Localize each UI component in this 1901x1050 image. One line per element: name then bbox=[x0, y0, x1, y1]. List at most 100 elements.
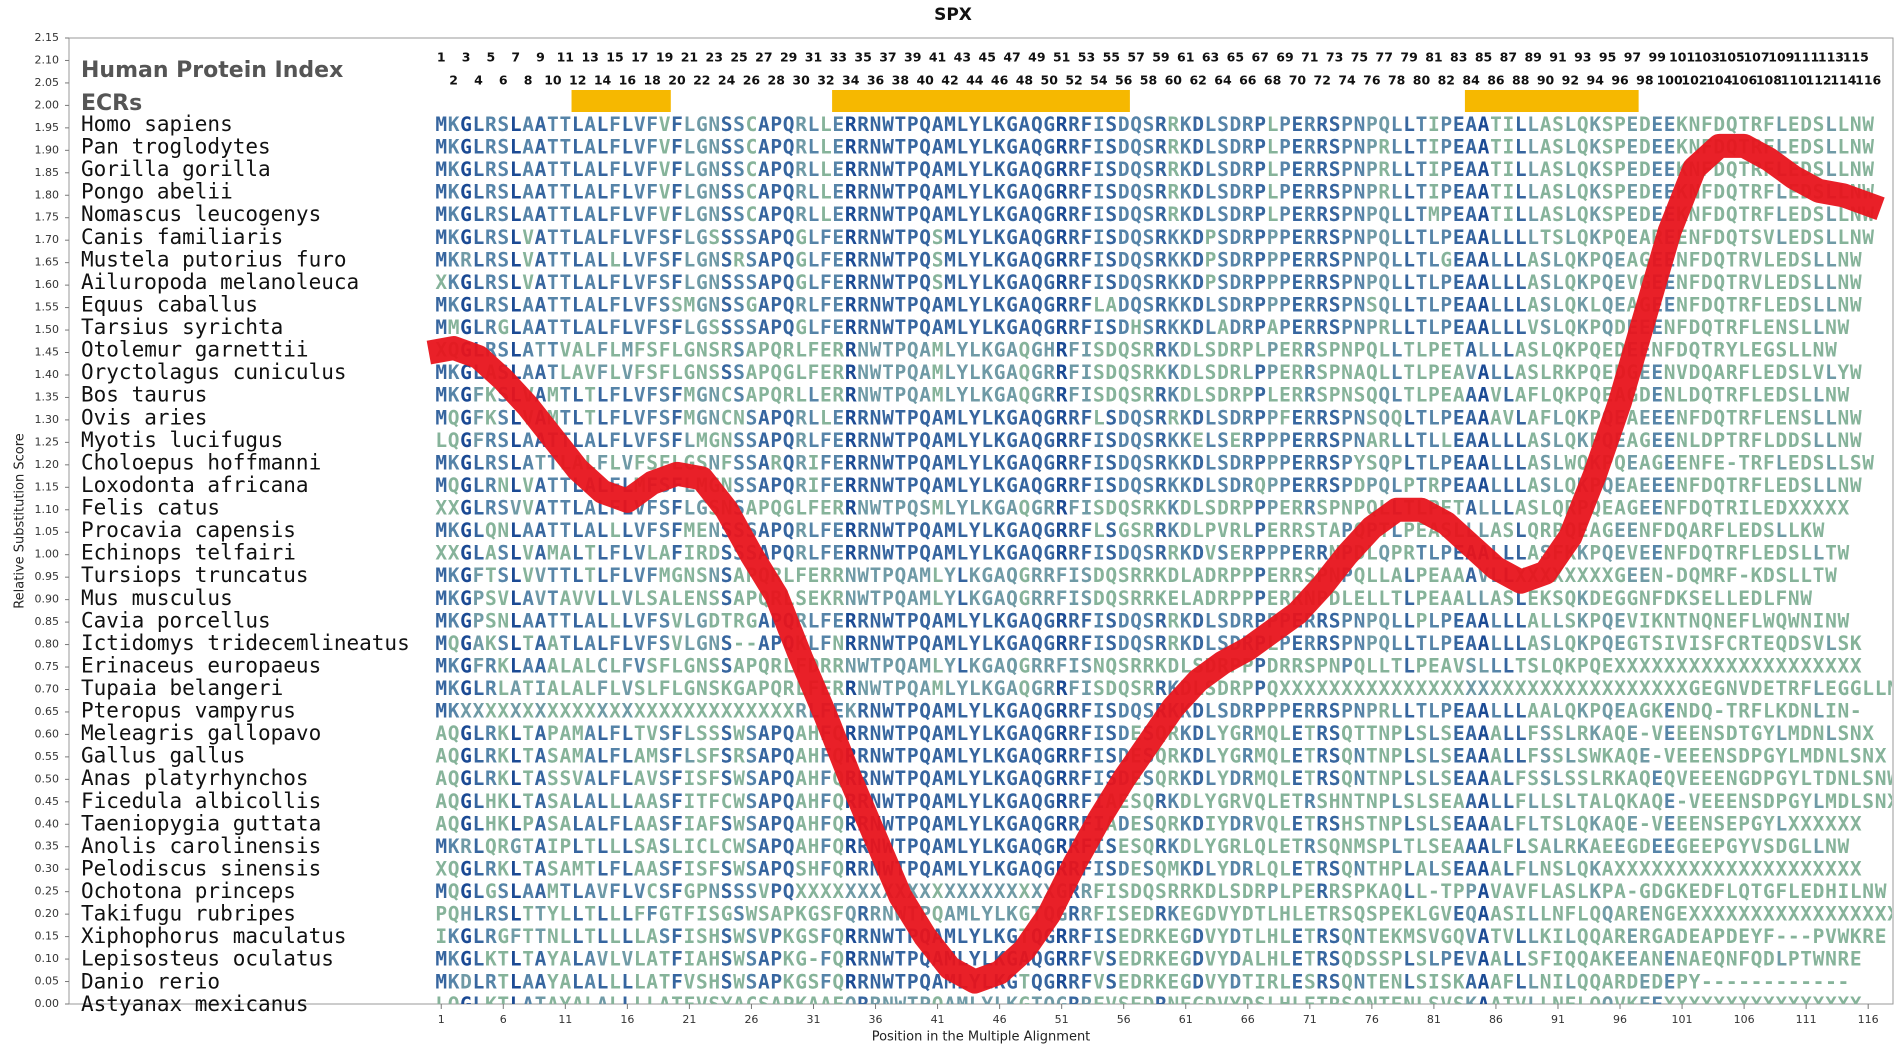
residue: W bbox=[1850, 406, 1862, 429]
residue: L bbox=[1416, 338, 1428, 361]
residue: L bbox=[808, 135, 820, 158]
residue: S bbox=[1527, 767, 1539, 790]
residue: T bbox=[559, 609, 571, 632]
residue: A bbox=[932, 316, 944, 339]
residue: S bbox=[1093, 677, 1105, 700]
residue: A bbox=[547, 677, 559, 700]
residue: A bbox=[584, 225, 596, 248]
residue: E bbox=[1689, 722, 1701, 745]
residue: S bbox=[1788, 541, 1800, 564]
residue: T bbox=[559, 293, 571, 316]
residue: L bbox=[1391, 631, 1403, 654]
residue: A bbox=[1701, 925, 1713, 948]
residue: N bbox=[708, 248, 720, 271]
residue: E bbox=[1639, 473, 1651, 496]
residue: N bbox=[1354, 857, 1366, 880]
residue: L bbox=[572, 135, 584, 158]
residue: D bbox=[1118, 158, 1130, 181]
residue: R bbox=[1081, 902, 1093, 925]
residue: F bbox=[1515, 812, 1527, 835]
residue: G bbox=[1043, 113, 1055, 136]
residue: A bbox=[758, 180, 770, 203]
residue: A bbox=[758, 473, 770, 496]
residue: A bbox=[820, 992, 832, 1015]
residue: N bbox=[1689, 225, 1701, 248]
residue: D bbox=[1701, 428, 1713, 451]
index-number: 56 bbox=[1115, 73, 1133, 88]
residue: X bbox=[1850, 812, 1862, 835]
residue: Q bbox=[1577, 857, 1589, 880]
residue: L bbox=[808, 113, 820, 136]
residue: Q bbox=[1527, 519, 1539, 542]
residue: T bbox=[894, 519, 906, 542]
residue: X bbox=[1800, 992, 1812, 1015]
residue: S bbox=[708, 361, 720, 384]
residue: T bbox=[894, 947, 906, 970]
residue: E bbox=[1602, 496, 1614, 519]
residue: F bbox=[820, 834, 832, 857]
residue: A bbox=[584, 767, 596, 790]
residue: Q bbox=[1713, 406, 1725, 429]
residue: A bbox=[435, 722, 447, 745]
residue: L bbox=[808, 316, 820, 339]
residue: E bbox=[1639, 496, 1651, 519]
residue: G bbox=[1006, 925, 1018, 948]
residue: A bbox=[1465, 970, 1477, 993]
residue: A bbox=[932, 609, 944, 632]
residue: S bbox=[485, 609, 497, 632]
residue: D bbox=[1800, 722, 1812, 745]
residue: P bbox=[1440, 225, 1452, 248]
residue: D bbox=[1105, 677, 1117, 700]
residue: W bbox=[882, 270, 894, 293]
residue: V bbox=[621, 586, 633, 609]
residue: R bbox=[1242, 203, 1254, 226]
residue: R bbox=[485, 180, 497, 203]
residue: P bbox=[907, 451, 919, 474]
residue: K bbox=[994, 812, 1006, 835]
residue: S bbox=[497, 496, 509, 519]
residue: A bbox=[758, 857, 770, 880]
residue: G bbox=[460, 316, 472, 339]
residue: G bbox=[1651, 451, 1663, 474]
residue: T bbox=[1490, 113, 1502, 136]
residue: L bbox=[1775, 113, 1787, 136]
residue: T bbox=[1366, 970, 1378, 993]
ecr-bar bbox=[571, 90, 671, 112]
residue: R bbox=[1316, 406, 1328, 429]
x-tick-label: 76 bbox=[1365, 1013, 1379, 1026]
residue: L bbox=[1726, 586, 1738, 609]
residue: D bbox=[1788, 248, 1800, 271]
residue: K bbox=[1589, 135, 1601, 158]
residue: G bbox=[485, 880, 497, 903]
residue: S bbox=[733, 383, 745, 406]
residue: L bbox=[808, 248, 820, 271]
residue: L bbox=[1552, 248, 1564, 271]
residue: E bbox=[1701, 789, 1713, 812]
residue: G bbox=[1043, 293, 1055, 316]
residue: Y bbox=[969, 203, 981, 226]
residue: A bbox=[522, 428, 534, 451]
residue: I bbox=[1093, 316, 1105, 339]
residue: V bbox=[1627, 541, 1639, 564]
residue: N bbox=[708, 180, 720, 203]
residue: S bbox=[1105, 316, 1117, 339]
residue: G bbox=[1180, 970, 1192, 993]
residue: K bbox=[1589, 180, 1601, 203]
residue: T bbox=[1738, 451, 1750, 474]
residue: A bbox=[535, 158, 547, 181]
residue: P bbox=[1267, 270, 1279, 293]
residue: F bbox=[609, 293, 621, 316]
residue: L bbox=[981, 699, 993, 722]
residue: H bbox=[1329, 789, 1341, 812]
residue: R bbox=[1602, 767, 1614, 790]
residue: A bbox=[746, 496, 758, 519]
residue: A bbox=[584, 744, 596, 767]
residue: S bbox=[1143, 113, 1155, 136]
residue: L bbox=[1527, 789, 1539, 812]
residue: R bbox=[795, 135, 807, 158]
residue: L bbox=[1428, 947, 1440, 970]
residue: I bbox=[1502, 135, 1514, 158]
residue: L bbox=[572, 834, 584, 857]
residue: P bbox=[746, 654, 758, 677]
residue: R bbox=[1155, 789, 1167, 812]
